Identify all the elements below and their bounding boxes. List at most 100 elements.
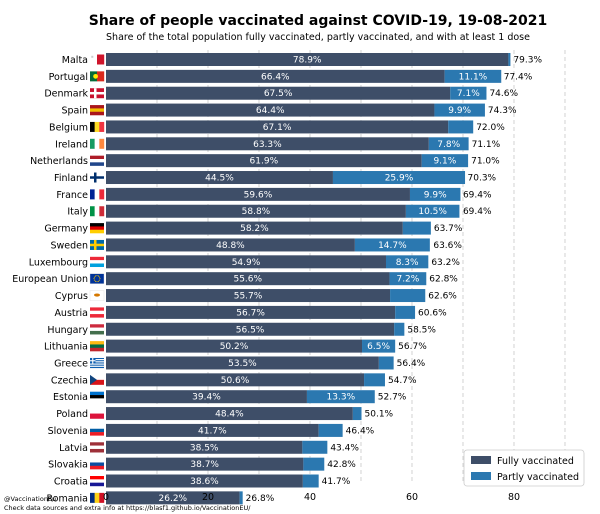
flag-band: [90, 54, 98, 65]
x-tick-label-20: 20: [202, 492, 214, 503]
flag-band: [90, 121, 95, 132]
bar-fully-luxembourg: [106, 255, 386, 269]
bar-fully-lithuania: [106, 339, 363, 353]
flag-stripe: [90, 359, 104, 361]
bar-partly-denmark: [450, 86, 487, 100]
flag-band: [90, 379, 104, 385]
bar-partly-romania: [239, 491, 243, 505]
legend-label-fully: Fully vaccinated: [497, 456, 574, 467]
bar-partly-spain: [434, 103, 485, 117]
bar-fully-slovenia: [106, 423, 319, 437]
country-label-finland: Finland: [54, 173, 88, 184]
country-label-croatia: Croatia: [54, 477, 88, 488]
flag-star: [99, 276, 101, 278]
country-label-malta: Malta: [62, 55, 88, 66]
flag-star: [99, 279, 101, 281]
bar-fully-germany: [106, 221, 403, 235]
flag-band: [90, 398, 104, 402]
total-value-label-luxembourg: 63.2%: [431, 258, 460, 268]
bar-partly-austria: [395, 305, 416, 319]
bar-fully-hungary: [106, 322, 395, 336]
bar-partly-ireland: [428, 137, 469, 151]
country-label-romania: Romania: [46, 493, 88, 504]
country-label-sweden: Sweden: [50, 240, 88, 251]
country-label-luxembourg: Luxembourg: [29, 257, 88, 268]
flag-stripe: [90, 362, 104, 364]
partly-value-label-france: 9.9%: [424, 190, 447, 200]
flag-stripe: [90, 360, 104, 362]
bar-partly-malta: [508, 53, 511, 66]
flag-band: [90, 226, 104, 230]
flag-star: [93, 276, 95, 278]
flag-star: [97, 280, 100, 282]
x-tick-label-0: 0: [103, 492, 109, 503]
bar-fully-belgium: [106, 120, 449, 134]
total-value-label-belgium: 72.0%: [476, 123, 505, 133]
total-value-label-france: 69.4%: [463, 190, 492, 200]
flag-stripe: [90, 361, 104, 363]
flag-star: [94, 280, 97, 282]
x-tick-label-40: 40: [304, 492, 316, 503]
flag-icon-portugal: [90, 71, 105, 82]
bar-partly-latvia: [302, 440, 328, 454]
flag-band: [90, 189, 95, 200]
fully-value-label-spain: 64.4%: [256, 106, 285, 116]
flag-icon-croatia: [90, 476, 104, 487]
bar-partly-slovakia: [303, 457, 325, 471]
country-label-latvia: Latvia: [59, 443, 88, 454]
total-value-label-latvia: 43.4%: [330, 443, 359, 453]
flag-band: [99, 206, 105, 217]
flag-icon-finland: [90, 172, 104, 183]
partly-value-label-luxembourg: 8.3%: [396, 258, 419, 268]
flags-group: [89, 54, 105, 503]
fully-value-label-hungary: 56.5%: [236, 325, 265, 335]
flag-band: [90, 442, 104, 446]
flag-band: [90, 310, 104, 315]
footer-sources: Check data sources and extra info at htt…: [4, 504, 251, 512]
country-label-poland: Poland: [56, 409, 88, 420]
partly-value-label-european-union: 7.2%: [396, 275, 419, 285]
fully-value-label-european-union: 55.6%: [233, 275, 262, 285]
flag-icon-france: [90, 189, 105, 200]
country-label-lithuania: Lithuania: [44, 342, 88, 353]
flag-band: [90, 432, 104, 436]
flag-icon-latvia: [90, 442, 104, 453]
total-value-label-spain: 74.3%: [488, 106, 517, 116]
flag-cross-horizontal: [90, 243, 104, 247]
total-value-label-czechia: 54.7%: [388, 376, 417, 386]
bar-fully-ireland: [106, 137, 429, 151]
flag-icon-poland: [90, 408, 104, 419]
flag-band: [90, 256, 104, 261]
flag-stripe: [90, 365, 104, 367]
flag-band: [90, 395, 104, 399]
country-label-slovenia: Slovenia: [48, 426, 88, 437]
fully-value-label-romania: 26.2%: [159, 494, 188, 504]
bar-fully-france: [106, 187, 410, 201]
bar-fully-czechia: [106, 373, 365, 387]
flag-band: [90, 330, 104, 335]
flag-icon-czechia: [90, 374, 104, 385]
flag-icon-hungary: [90, 324, 104, 335]
flag-band: [94, 121, 100, 132]
flag-icon-cyprus: [89, 290, 105, 301]
bar-fully-european-union: [106, 272, 390, 286]
flag-icon-austria: [90, 307, 104, 318]
legend-swatch-fully: [471, 456, 491, 464]
bar-partly-slovenia: [318, 423, 343, 437]
fully-value-label-finland: 44.5%: [205, 174, 234, 184]
fully-value-label-france: 59.6%: [244, 190, 273, 200]
partly-value-label-netherlands: 9.1%: [433, 157, 456, 167]
flag-emblem: [94, 293, 100, 297]
fully-value-label-belgium: 67.1%: [263, 123, 292, 133]
total-value-label-ireland: 71.1%: [472, 140, 501, 150]
total-value-label-netherlands: 71.0%: [471, 157, 500, 167]
bar-partly-estonia: [306, 390, 375, 404]
flag-icon-romania: [90, 492, 105, 503]
bar-fully-romania: [106, 491, 240, 505]
flag-band: [90, 341, 104, 345]
bar-fully-latvia: [106, 440, 303, 454]
fully-value-label-slovenia: 41.7%: [198, 426, 227, 436]
fully-value-label-portugal: 66.4%: [261, 72, 290, 82]
fully-value-label-sweden: 48.8%: [216, 241, 245, 251]
